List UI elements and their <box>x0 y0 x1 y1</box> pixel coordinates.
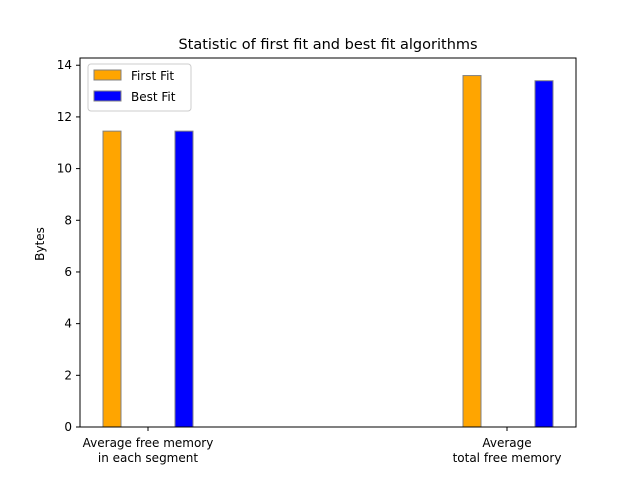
y-tick-label: 4 <box>64 317 72 331</box>
y-axis: 0 2 4 6 8 10 12 14 <box>57 58 80 434</box>
y-tick-label: 2 <box>64 368 72 382</box>
y-tick-label: 8 <box>64 213 72 227</box>
bar <box>534 80 554 428</box>
plot-area <box>79 57 577 428</box>
bar <box>102 130 122 428</box>
x-axis: Average free memory in each segment Averag… <box>83 427 562 465</box>
legend: First Fit Best Fit <box>87 63 192 112</box>
y-axis-label: Bytes <box>33 227 47 261</box>
legend-swatch <box>93 69 122 81</box>
y-tick-label: 6 <box>64 265 72 279</box>
y-tick-label: 10 <box>57 162 72 176</box>
x-tick-label: Average free memory in each segment <box>83 436 214 465</box>
legend-swatch <box>93 90 122 102</box>
y-tick-label: 12 <box>57 110 72 124</box>
legend-label: Best Fit <box>131 90 176 104</box>
y-tick-label: 0 <box>64 420 72 434</box>
y-tick-label: 14 <box>57 58 72 72</box>
bar <box>174 130 194 428</box>
legend-label: First Fit <box>131 69 174 83</box>
chart-title: Statistic of first fit and best fit algo… <box>178 37 477 53</box>
bar <box>462 75 482 428</box>
x-tick-label: Average total free memory <box>453 436 562 465</box>
axes-frame <box>79 57 577 428</box>
